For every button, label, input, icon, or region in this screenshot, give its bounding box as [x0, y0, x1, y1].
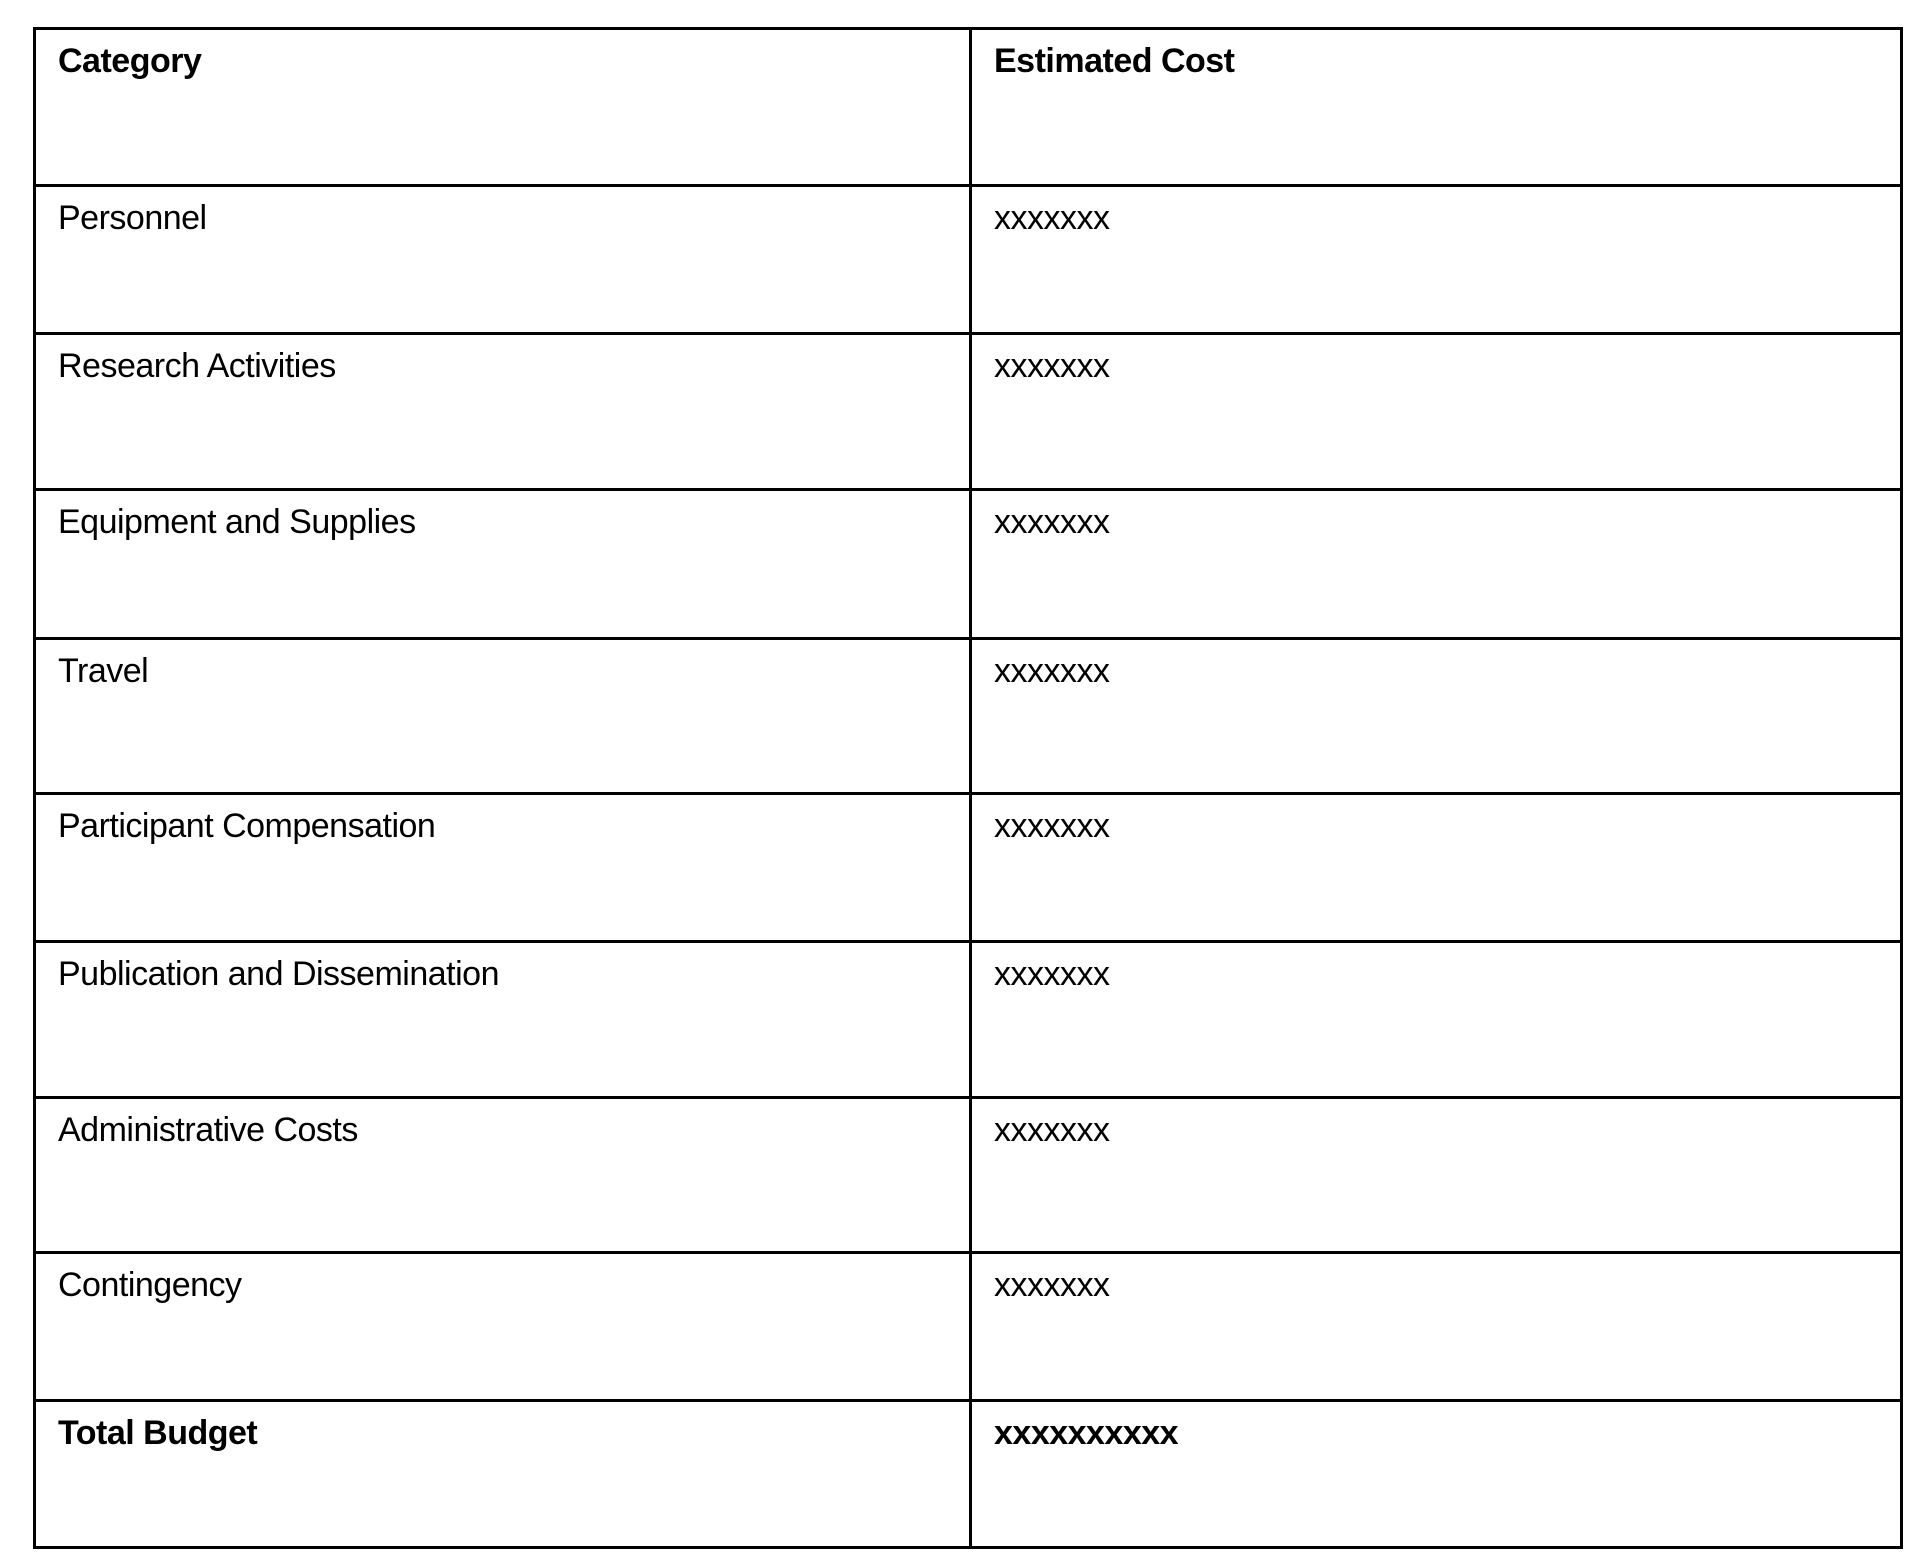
category-cell: Research Activities — [33, 332, 972, 491]
category-cell: Publication and Dissemination — [33, 940, 972, 1099]
category-cell: Equipment and Supplies — [33, 488, 972, 640]
cost-cell: xxxxxxx — [969, 184, 1903, 335]
table-row: Personnel xxxxxxx — [33, 184, 1903, 335]
table-row: Publication and Dissemination xxxxxxx — [33, 940, 1903, 1099]
total-cost: xxxxxxxxxx — [969, 1399, 1903, 1549]
cost-cell: xxxxxxx — [969, 792, 1903, 943]
cost-cell: xxxxxxx — [969, 940, 1903, 1099]
table-row: Research Activities xxxxxxx — [33, 332, 1903, 491]
budget-table: Category Estimated Cost Personnel xxxxxx… — [33, 27, 1903, 1549]
table-row: Participant Compensation xxxxxxx — [33, 792, 1903, 943]
category-cell: Administrative Costs — [33, 1096, 972, 1254]
header-row: Category Estimated Cost — [33, 27, 1903, 187]
cost-cell: xxxxxxx — [969, 1251, 1903, 1402]
table-row: Contingency xxxxxxx — [33, 1251, 1903, 1402]
header-estimated-cost: Estimated Cost — [969, 27, 1903, 187]
cost-cell: xxxxxxx — [969, 332, 1903, 491]
header-category: Category — [33, 27, 972, 187]
category-cell: Personnel — [33, 184, 972, 335]
table-row: Travel xxxxxxx — [33, 637, 1903, 795]
category-cell: Participant Compensation — [33, 792, 972, 943]
cost-cell: xxxxxxx — [969, 1096, 1903, 1254]
category-cell: Contingency — [33, 1251, 972, 1402]
category-cell: Travel — [33, 637, 972, 795]
total-row: Total Budget xxxxxxxxxx — [33, 1399, 1903, 1549]
table-row: Administrative Costs xxxxxxx — [33, 1096, 1903, 1254]
cost-cell: xxxxxxx — [969, 637, 1903, 795]
cost-cell: xxxxxxx — [969, 488, 1903, 640]
total-label: Total Budget — [33, 1399, 972, 1549]
table-row: Equipment and Supplies xxxxxxx — [33, 488, 1903, 640]
